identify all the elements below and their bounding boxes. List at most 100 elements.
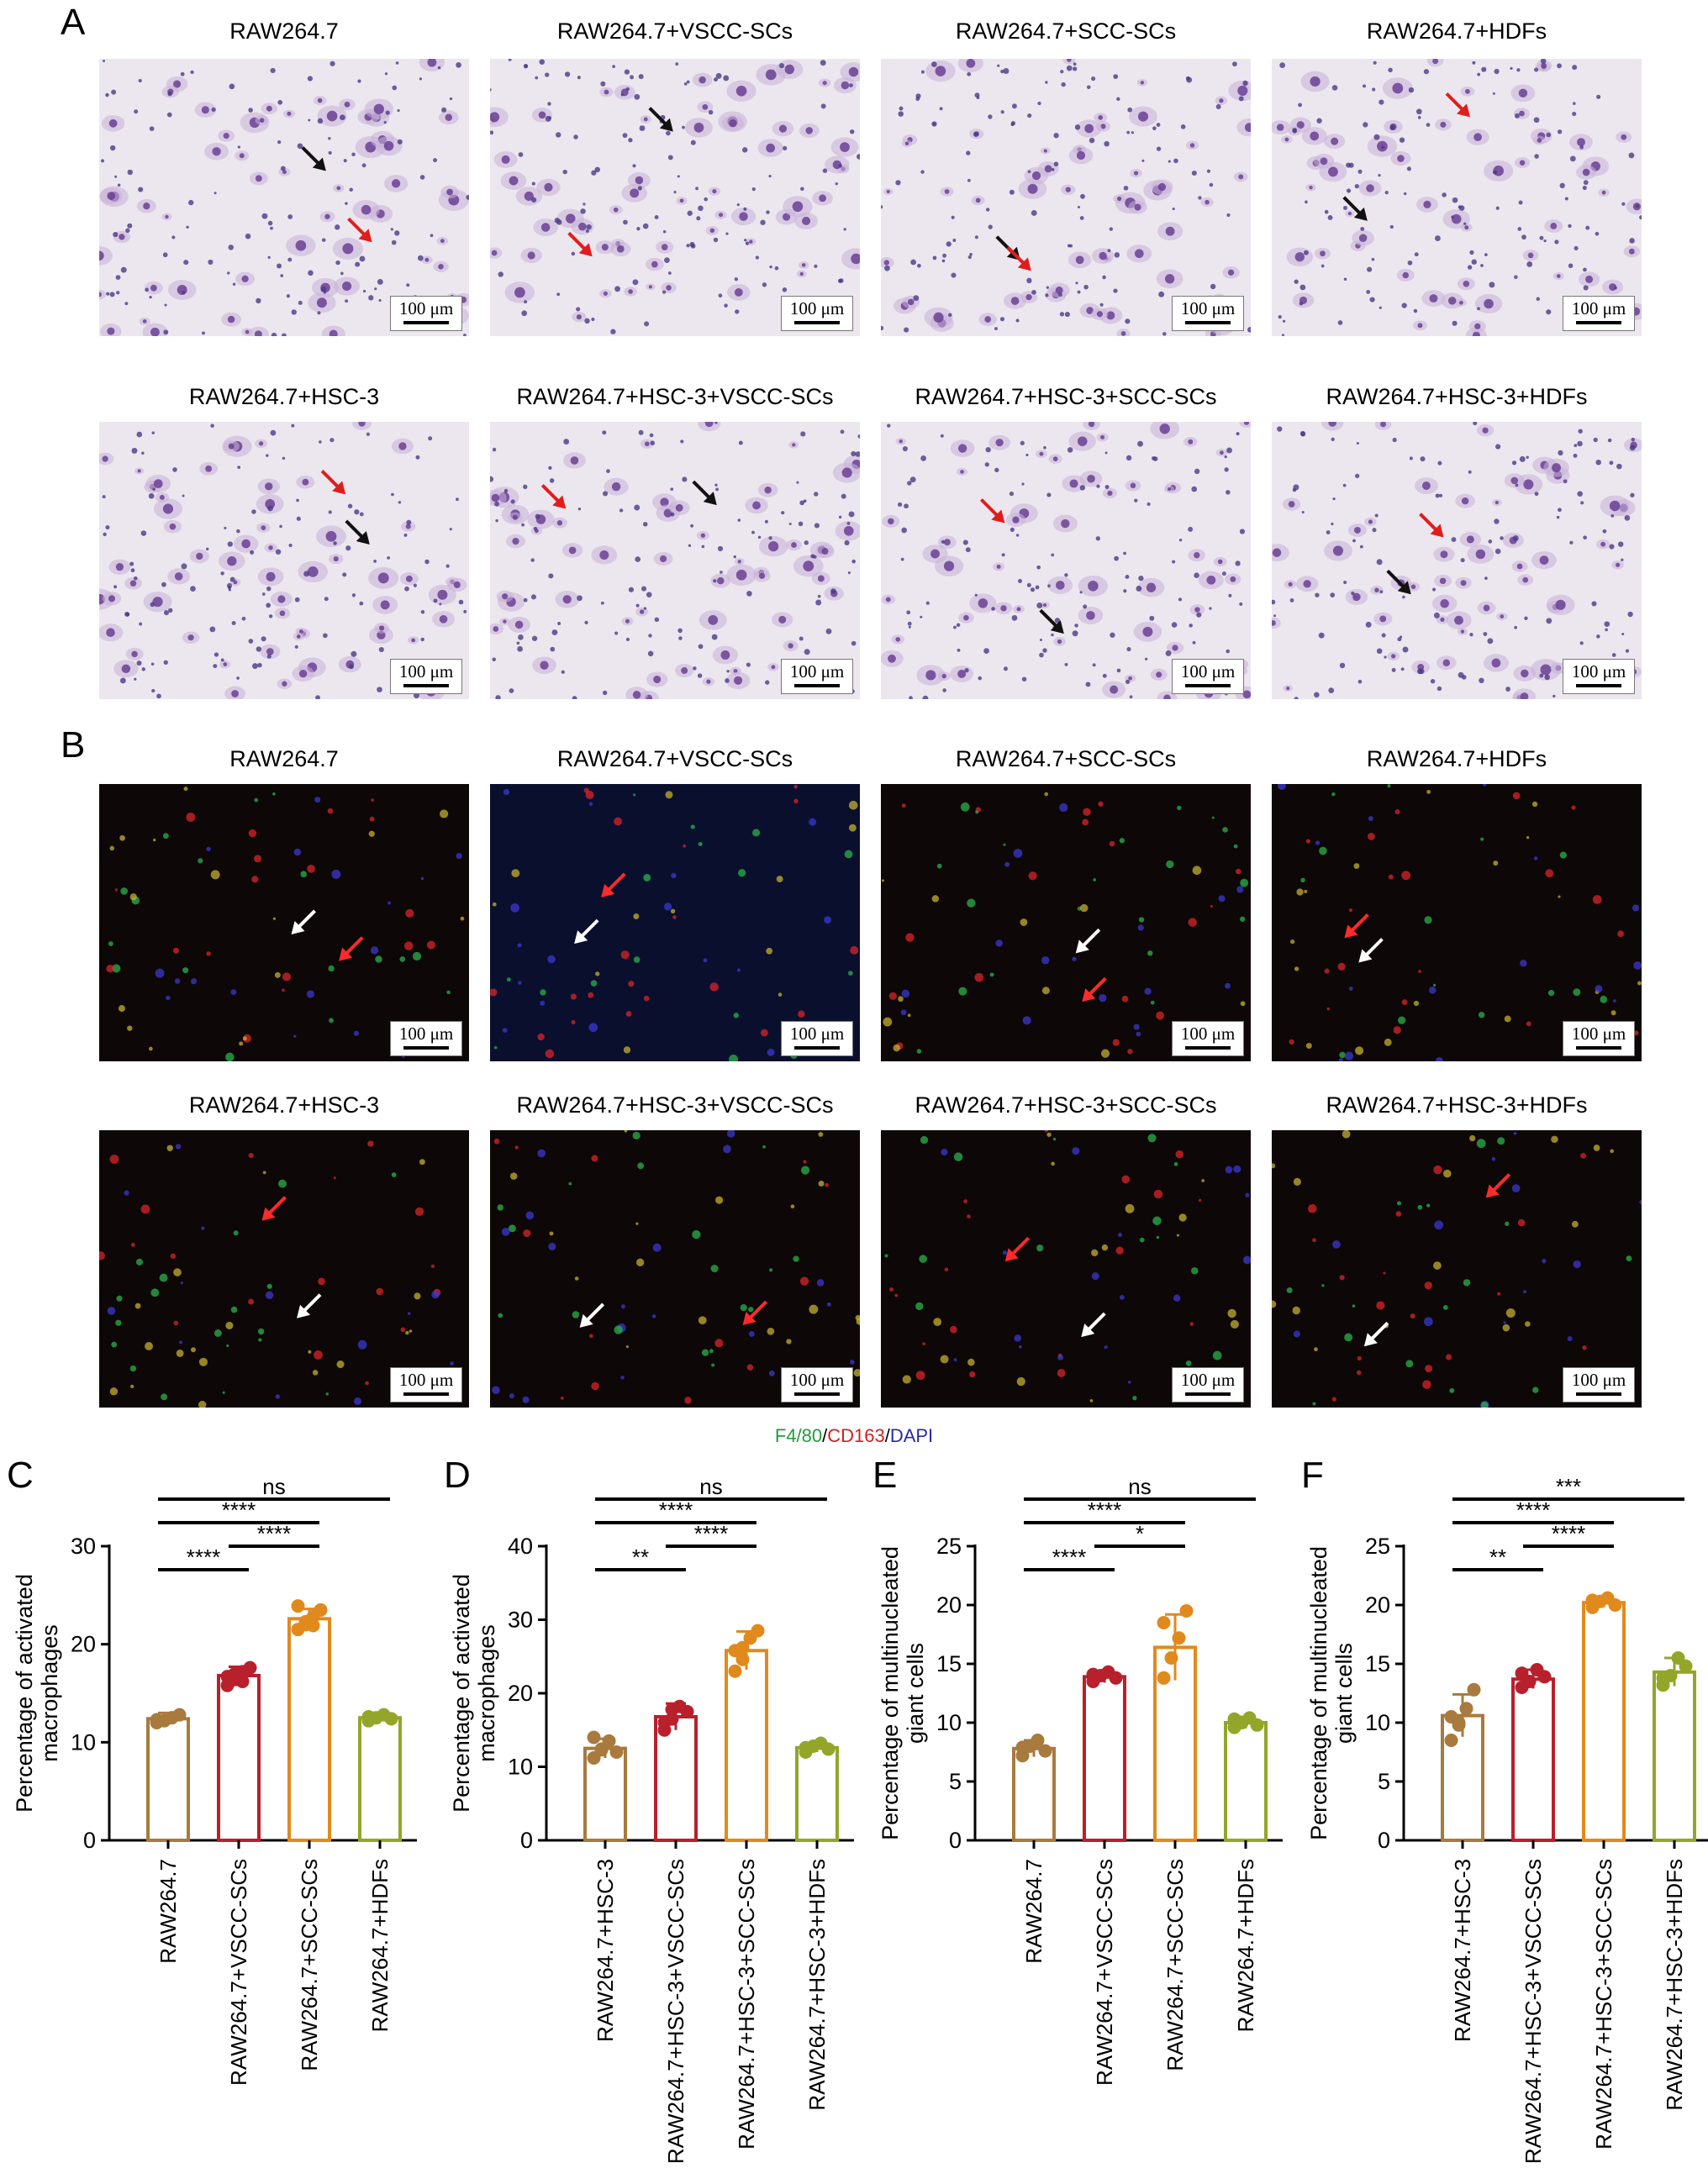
y-tick-label: 0 — [83, 1828, 96, 1853]
data-point — [728, 1664, 742, 1678]
scale-bar-label: 100 μm — [398, 298, 454, 318]
data-point — [1157, 1671, 1171, 1685]
caption-b-hsc3-scc: RAW264.7+HSC-3+SCC-SCs — [915, 1092, 1217, 1118]
indicator-arrow-icon — [540, 484, 567, 509]
significance-label: **** — [1052, 1545, 1086, 1570]
scale-bar-label: 100 μm — [1180, 298, 1236, 318]
significance-bracket: * — [1094, 1521, 1185, 1548]
data-point — [609, 1745, 624, 1759]
bar — [1224, 1721, 1268, 1842]
x-tick-label: RAW264.7+HDFs — [1233, 1859, 1258, 2032]
y-tick-label: 0 — [1378, 1828, 1390, 1853]
y-tick-label: 25 — [1365, 1534, 1390, 1559]
scale-bar: 100 μm — [390, 1021, 462, 1056]
indicator-arrow-icon — [297, 1293, 322, 1318]
y-axis-label: Percentage of multinucleated — [878, 1546, 903, 1840]
caption-b-scc: RAW264.7+SCC-SCs — [955, 746, 1177, 771]
caption-a-raw: RAW264.7 — [229, 18, 339, 44]
y-tick-label: 0 — [520, 1828, 533, 1853]
micrograph-a-3: 100 μm — [881, 59, 1251, 336]
indicator-arrow-icon — [261, 1196, 287, 1221]
indicator-arrow-icon — [1039, 608, 1064, 634]
scale-bar-label: 100 μm — [1180, 1370, 1236, 1390]
significance-bracket: **** — [1024, 1497, 1185, 1524]
x-tick-label: RAW264.7+VSCC-SCs — [226, 1859, 251, 2086]
bar — [1653, 1670, 1696, 1842]
x-tick-label: RAW264.7+SCC-SCs — [297, 1859, 322, 2071]
scale-bar-label: 100 μm — [789, 1024, 845, 1044]
indicator-arrow-icon — [1363, 1321, 1389, 1347]
y-tick-label: 20 — [1365, 1592, 1390, 1618]
y-tick-label: 10 — [508, 1755, 533, 1780]
indicator-arrow-icon — [301, 146, 326, 171]
data-point — [1679, 1659, 1693, 1673]
fluorescence-b-6: 100 μm — [490, 1130, 860, 1408]
bar-chart-f: F Percentage of multinucleated giant cells… — [1301, 1455, 1708, 2164]
bar-chart-c: C Percentage of activated macrophages 0 10 20… — [7, 1455, 417, 2086]
legend-cd163: CD163 — [827, 1425, 885, 1446]
bar — [358, 1716, 402, 1842]
scale-bar: 100 μm — [1172, 1367, 1244, 1402]
scale-bar-label: 100 μm — [398, 1370, 454, 1390]
y-tick-label: 30 — [508, 1608, 533, 1633]
indicator-arrow-icon — [579, 1303, 605, 1328]
x-tick-label: RAW264.7+HSC-3+VSCC-SCs — [1521, 1859, 1546, 2164]
x-tick-label: RAW264.7 — [156, 1859, 181, 1964]
significance-bracket: **** — [595, 1497, 756, 1524]
panel-letter-a: A — [61, 2, 86, 43]
y-tick-label: 30 — [71, 1534, 96, 1559]
indicator-arrow-icon — [1419, 513, 1444, 538]
x-tick-label: RAW264.7+SCC-SCs — [1162, 1859, 1188, 2071]
indicator-arrow-icon — [291, 909, 316, 934]
significance-label: *** — [1556, 1474, 1581, 1499]
y-axis-label: macrophages — [37, 1624, 62, 1762]
y-tick-label: 20 — [508, 1681, 533, 1706]
data-point — [1031, 1734, 1045, 1747]
indicator-arrow-icon — [1386, 569, 1411, 595]
scale-bar-label: 100 μm — [1571, 1024, 1626, 1044]
y-tick-label: 5 — [949, 1769, 962, 1794]
legend-f4-80: F4/80 — [774, 1425, 823, 1446]
data-point — [235, 1675, 250, 1688]
chart-e: E Percentage of multinucleated giant cells… — [866, 1454, 1294, 2176]
bar — [1083, 1675, 1126, 1842]
significance-bracket: **** — [1523, 1521, 1614, 1548]
indicator-arrow-icon — [601, 872, 626, 897]
significance-label: **** — [1088, 1497, 1121, 1523]
data-point — [657, 1716, 672, 1729]
caption-a-hdfs: RAW264.7+HDFs — [1366, 18, 1547, 44]
legend-slash: / — [822, 1425, 828, 1446]
data-point — [1172, 1631, 1186, 1645]
caption-b-raw: RAW264.7 — [229, 746, 339, 771]
chart-d: D Percentage of activated macrophages 0 10 20… — [437, 1454, 866, 2176]
bar-chart-d: D Percentage of activated macrophages 0 10 20… — [444, 1455, 854, 2164]
indicator-arrow-icon — [1082, 976, 1107, 1003]
indicator-arrow-icon — [1445, 92, 1470, 118]
significance-bracket: ** — [1452, 1545, 1543, 1571]
indicator-arrow-icon — [1485, 1173, 1511, 1198]
x-tick-label: RAW264.7+HSC-3+HDFs — [804, 1859, 830, 2111]
scale-bar: 100 μm — [781, 296, 853, 331]
caption-a-vscc: RAW264.7+VSCC-SCs — [556, 18, 793, 44]
significance-label: **** — [187, 1545, 220, 1570]
bar — [795, 1745, 839, 1842]
y-tick-label: 10 — [1365, 1710, 1390, 1735]
significance-label: ns — [1128, 1474, 1151, 1499]
legend-dapi: DAPI — [889, 1425, 934, 1446]
panel-letter: F — [1301, 1455, 1324, 1496]
scale-bar: 100 μm — [1172, 296, 1244, 331]
caption-b-hsc3: RAW264.7+HSC-3 — [188, 1092, 380, 1118]
significance-bracket: ns — [595, 1474, 827, 1501]
significance-bracket: ** — [595, 1545, 686, 1571]
indicator-arrow-icon — [567, 231, 593, 257]
bar — [1012, 1746, 1056, 1842]
micrograph-a-5: 100 μm — [99, 422, 469, 699]
significance-label: **** — [222, 1497, 256, 1523]
indicator-arrow-icon — [979, 498, 1005, 524]
x-tick-label: RAW264.7+HDFs — [367, 1859, 393, 2032]
data-point — [1179, 1604, 1194, 1618]
significance-bracket: **** — [1024, 1545, 1115, 1571]
micrograph-a-2: 100 μm — [490, 59, 860, 336]
data-point — [1467, 1682, 1481, 1697]
data-point — [1656, 1671, 1670, 1685]
